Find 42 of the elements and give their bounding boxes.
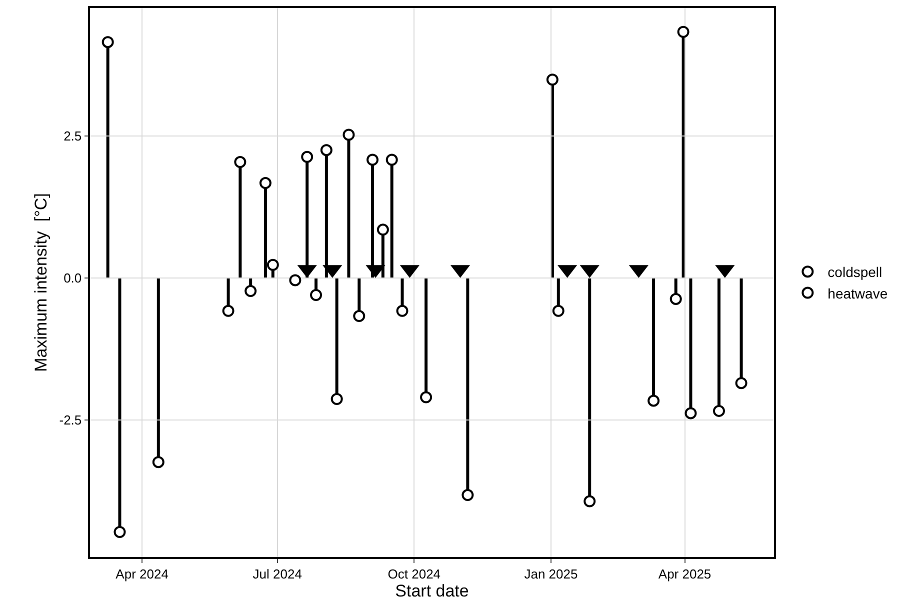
point — [420, 391, 432, 404]
point — [301, 150, 314, 163]
x-tick-label: Jul 2024 — [252, 566, 302, 582]
point — [735, 377, 748, 390]
point — [234, 156, 246, 168]
y-axis-title: Maximum intensity [°C] — [31, 193, 50, 372]
point — [310, 289, 322, 301]
point — [353, 310, 366, 322]
x-tick-label: Oct 2024 — [388, 566, 441, 582]
point — [684, 407, 697, 420]
point — [222, 304, 234, 317]
x-tick-label: Jan 2025 — [524, 566, 578, 582]
point — [244, 285, 257, 298]
point — [320, 144, 332, 156]
point — [266, 258, 279, 271]
point — [462, 489, 474, 502]
y-tick-label: -2.5 — [59, 412, 82, 428]
x-tick-label: Apr 2025 — [658, 566, 712, 582]
legend-label: heatwave — [828, 285, 888, 302]
point — [677, 26, 690, 38]
y-tick-label: 0.0 — [64, 270, 82, 286]
point — [386, 154, 398, 166]
point — [648, 394, 660, 407]
point — [114, 526, 126, 538]
point — [552, 304, 564, 317]
point — [546, 74, 558, 86]
point — [152, 456, 164, 468]
point — [102, 36, 114, 48]
legend-label: coldspell — [828, 264, 882, 280]
point — [289, 274, 302, 286]
y-tick-label: 2.5 — [64, 128, 82, 144]
point — [376, 224, 389, 236]
point — [366, 154, 379, 166]
point — [259, 177, 272, 190]
point — [396, 304, 408, 317]
point — [330, 393, 343, 406]
point — [584, 495, 596, 508]
x-axis-title: Start date — [395, 581, 469, 600]
x-tick-label: Apr 2024 — [116, 566, 168, 582]
point — [342, 128, 355, 141]
point — [670, 292, 682, 305]
point — [712, 404, 725, 417]
